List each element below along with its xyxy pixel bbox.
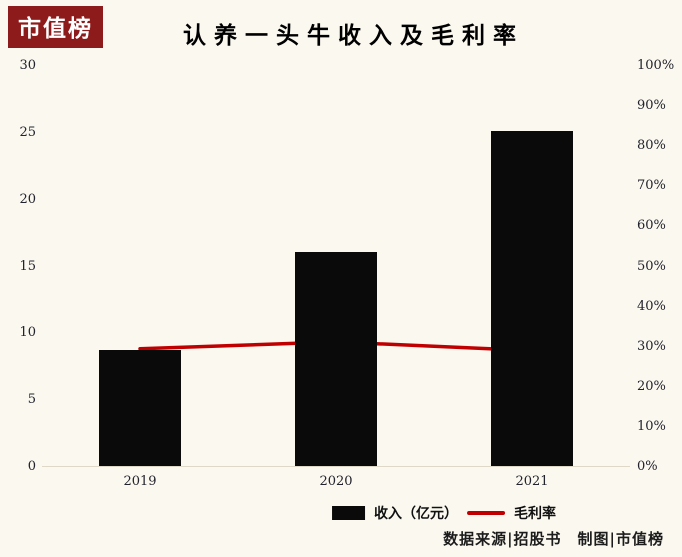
right-axis-tick: 60% [637,218,666,234]
right-axis-tick: 80% [637,138,666,154]
plot-area [42,66,630,467]
right-axis-tick: 10% [637,418,666,434]
left-axis-tick: 5 [27,392,36,408]
right-axis-tick: 50% [637,258,666,274]
x-axis-label-2019: 2019 [123,474,157,489]
chart-title: 认养一头牛收入及毛利率 [183,22,524,49]
revenue-bar-2019 [99,350,181,466]
margin-legend-swatch [467,511,506,515]
legend: 收入（亿元） 毛利率 [332,503,556,523]
right-axis-tick: 70% [637,178,666,194]
left-axis-tick: 0 [27,459,36,474]
right-axis-tick: 20% [637,378,666,394]
left-axis-tick: 20 [19,191,36,207]
right-axis-tick: 90% [637,98,666,114]
source-credit: 数据来源|招股书 制图|市值榜 [443,530,664,548]
left-axis-tick: 10 [19,325,36,341]
brand-logo: 市值榜 [8,6,103,48]
right-axis-tick: 100% [637,58,675,73]
right-axis-tick: 40% [637,298,666,314]
right-axis-tick: 0% [637,459,658,474]
revenue-bar-2020 [295,252,377,466]
left-axis-tick: 15 [19,258,36,274]
right-axis-tick: 30% [637,338,666,354]
left-axis-tick: 25 [19,124,36,140]
x-axis-label-2021: 2021 [515,474,549,489]
margin-legend-label: 毛利率 [514,506,557,522]
left-axis-tick: 30 [19,58,36,73]
revenue-legend-label: 收入（亿元） [374,506,459,522]
x-axis-label-2020: 2020 [319,474,353,489]
revenue-bar-2021 [491,130,573,466]
revenue-legend-swatch [332,506,366,520]
